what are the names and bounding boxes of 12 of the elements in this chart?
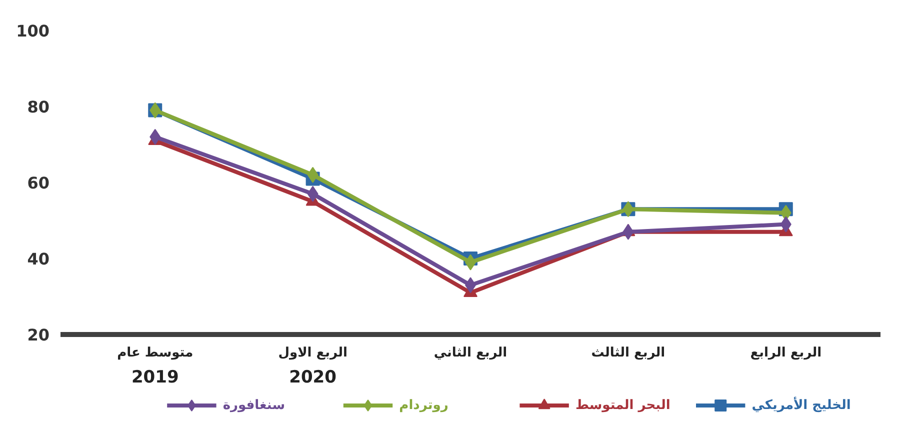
x-tick-label: الربع الثالث (591, 346, 666, 360)
legend-label: سنغافورة (222, 398, 285, 413)
y-tick-label: 20 (27, 326, 50, 344)
x-tick-label: الربع الرابع (750, 346, 822, 360)
legend-label: الخليج الأمريكي (752, 396, 851, 413)
y-tick-label: 60 (27, 174, 50, 192)
x-tick-label: الربع الثاني (434, 346, 508, 360)
y-tick-label: 100 (16, 22, 50, 40)
y-tick-label: 80 (27, 98, 50, 116)
legend-label: البحر المتوسط (575, 398, 670, 413)
y-tick-label: 40 (27, 250, 50, 268)
legend-label: روتردام (399, 398, 448, 413)
